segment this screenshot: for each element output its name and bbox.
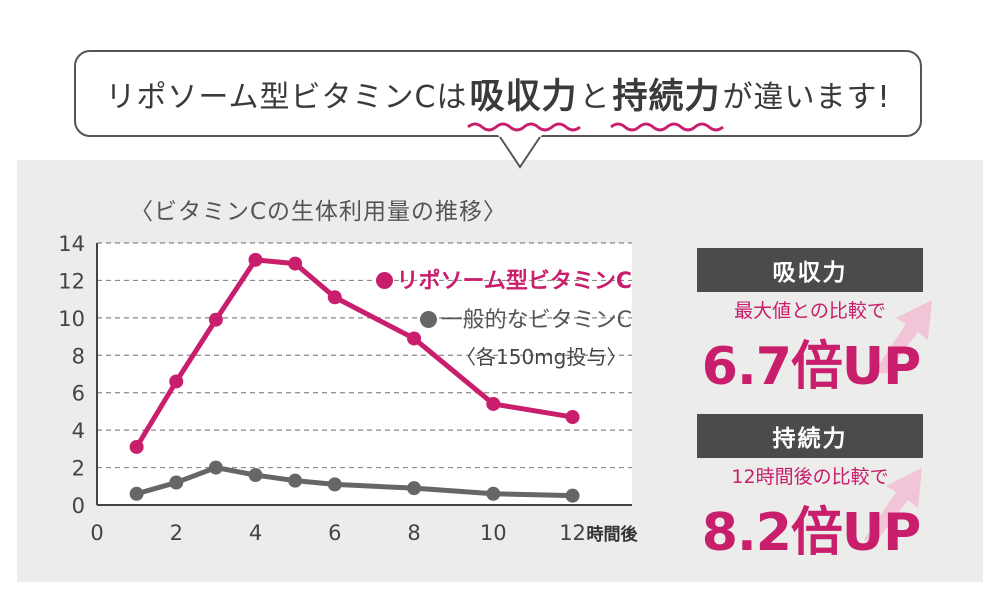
y-tick-label: 6 xyxy=(72,382,85,406)
headline-emphasis-absorption-text: 吸収力 xyxy=(469,77,578,117)
data-point xyxy=(208,312,223,327)
y-tick-label: 12 xyxy=(58,269,85,293)
y-tick-label: 4 xyxy=(72,419,85,443)
y-tick-label: 8 xyxy=(72,344,85,368)
x-tick-label: 8 xyxy=(407,521,420,545)
data-point xyxy=(248,468,263,483)
x-axis-unit: 時間後 xyxy=(587,524,639,545)
legend-regular: 一般的なビタミンC xyxy=(419,302,632,334)
absorption-value: 6.7倍UP xyxy=(701,337,921,397)
data-point xyxy=(129,439,144,454)
x-tick-label: 4 xyxy=(249,521,262,545)
legend-liposomal: リポソーム型ビタミンC xyxy=(375,263,633,295)
wavy-underline-icon xyxy=(466,122,581,132)
up-arrow-icon xyxy=(864,468,922,542)
y-tick-label: 0 xyxy=(72,494,85,518)
dosage-note: 〈各150mg投与〉 xyxy=(456,345,627,369)
data-point xyxy=(407,331,422,346)
absorption-description: 最大値との比較で xyxy=(734,300,886,322)
plot-area xyxy=(97,243,632,505)
up-arrow-icon xyxy=(874,300,932,374)
data-point xyxy=(169,374,184,389)
x-tick-label: 6 xyxy=(328,521,341,545)
y-tick-label: 2 xyxy=(72,457,85,481)
legend-dot-regular xyxy=(419,311,437,328)
duration-value: 8.2倍UP xyxy=(701,503,921,563)
data-point xyxy=(208,460,223,475)
headline-bubble: リポソーム型ビタミンCは 吸収力 と 持続力 が違います! xyxy=(74,50,922,137)
data-point xyxy=(407,481,422,496)
chart-title: 〈ビタミンCの生体利用量の推移〉 xyxy=(130,199,508,225)
x-tick-label: 12 xyxy=(559,521,586,545)
x-tick-label: 10 xyxy=(480,521,507,545)
headline-emphasis-duration-text: 持続力 xyxy=(612,77,721,117)
y-tick-label: 14 xyxy=(58,232,85,256)
headline-after: が違います! xyxy=(722,79,891,115)
wavy-underline-icon xyxy=(609,122,724,132)
data-point xyxy=(288,473,303,488)
data-point xyxy=(327,290,342,305)
data-point xyxy=(565,488,580,503)
y-tick-label: 10 xyxy=(58,307,85,331)
legend-liposomal-label: リポソーム型ビタミンC xyxy=(396,269,633,294)
data-point xyxy=(565,410,580,425)
headline-emphasis-duration: 持続力 xyxy=(609,68,724,132)
headline-before: リポソーム型ビタミンCは xyxy=(105,79,468,115)
duration-badge: 持続力 xyxy=(697,414,923,458)
headline-middle: と xyxy=(579,79,611,115)
data-point xyxy=(169,475,184,490)
data-point xyxy=(486,396,501,411)
x-tick-label: 0 xyxy=(90,521,103,545)
x-tick-label: 2 xyxy=(170,521,183,545)
data-point xyxy=(248,252,263,267)
data-point xyxy=(129,486,144,501)
data-point xyxy=(327,477,342,492)
absorption-badge: 吸収力 xyxy=(697,248,923,292)
bubble-tail-icon xyxy=(498,135,542,169)
legend-regular-label: 一般的なビタミンC xyxy=(440,308,632,333)
data-point xyxy=(288,256,303,271)
headline-emphasis-absorption: 吸収力 xyxy=(466,68,581,132)
data-point xyxy=(486,486,501,501)
legend-dot-liposomal xyxy=(375,272,393,289)
duration-description: 12時間後の比較で xyxy=(731,466,889,488)
